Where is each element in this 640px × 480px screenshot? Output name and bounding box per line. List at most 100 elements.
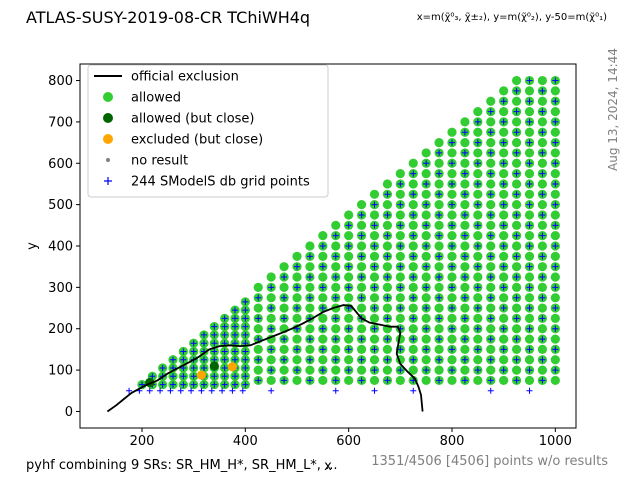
grid-point-marker xyxy=(229,387,236,394)
grid-point-marker xyxy=(232,348,238,355)
allowed-point xyxy=(486,303,496,313)
grid-point-marker xyxy=(461,191,468,198)
grid-point-marker xyxy=(513,211,520,218)
grid-point-marker xyxy=(397,346,404,353)
y-tick-label: 400 xyxy=(48,240,73,255)
grid-point-marker xyxy=(239,387,246,394)
allowed-point xyxy=(550,148,560,158)
grid-point-marker xyxy=(526,160,533,167)
allowed-point xyxy=(292,355,302,365)
allowed-point xyxy=(253,282,263,292)
grid-point-marker xyxy=(397,201,404,208)
grid-point-marker xyxy=(221,323,228,330)
allowed-point xyxy=(318,272,328,282)
allowed-point xyxy=(369,272,380,282)
legend-label: no result xyxy=(131,154,188,169)
legend: official exclusion allowed allowed (but cl… xyxy=(87,64,329,198)
allowed-point xyxy=(369,355,380,365)
allowed-point xyxy=(434,220,444,230)
allowed-point xyxy=(537,179,548,189)
grid-point-marker xyxy=(449,160,455,167)
grid-point-marker xyxy=(474,367,481,374)
grid-point-marker xyxy=(539,129,546,136)
allowed-point xyxy=(537,303,548,313)
allowed-point xyxy=(511,137,522,148)
allowed-point xyxy=(434,303,444,313)
grid-point-marker xyxy=(211,323,218,330)
allowed-point xyxy=(537,200,548,210)
grid-point-marker xyxy=(294,367,300,374)
x-tick-label: 600 xyxy=(336,434,361,449)
excluded-close-point xyxy=(196,370,207,380)
legend-plus-symbol xyxy=(104,177,112,185)
grid-point-marker xyxy=(232,373,238,380)
grid-point-marker xyxy=(159,381,166,388)
y-tick-label: 500 xyxy=(48,198,73,213)
grid-point-marker xyxy=(436,149,443,156)
allowed-point xyxy=(292,272,302,282)
allowed-point xyxy=(318,355,328,365)
y-tick-label: 800 xyxy=(48,74,73,89)
grid-point-marker xyxy=(423,180,430,187)
grid-point-marker xyxy=(358,274,365,281)
allowed-point xyxy=(499,127,509,137)
grid-point-marker xyxy=(281,336,288,343)
allowed-point xyxy=(511,117,522,127)
allowed-point xyxy=(511,96,522,106)
grid-point-marker xyxy=(552,263,559,270)
allowed-point xyxy=(486,158,496,168)
grid-point-marker xyxy=(539,336,546,343)
allowed-point xyxy=(524,169,535,179)
allowed-point xyxy=(499,148,509,158)
grid-point-marker xyxy=(306,336,313,343)
grid-point-marker xyxy=(500,201,507,208)
grid-point-marker xyxy=(232,381,238,388)
y-tick-label: 600 xyxy=(48,157,73,172)
allowed-point xyxy=(344,231,354,241)
allowed-point xyxy=(524,106,535,117)
grid-point-marker xyxy=(474,160,481,167)
allowed-point xyxy=(421,293,431,303)
grid-point-marker xyxy=(487,356,494,363)
allowed-point xyxy=(305,241,315,251)
allowed-point xyxy=(511,75,522,86)
grid-point-marker xyxy=(487,211,494,218)
grid-point-marker xyxy=(306,356,313,363)
allowed-point xyxy=(511,179,522,189)
allowed-point xyxy=(305,262,315,272)
grid-point-marker xyxy=(371,201,378,208)
grid-point-marker xyxy=(449,284,455,291)
grid-point-marker xyxy=(358,336,365,343)
allowed-point xyxy=(356,303,367,313)
grid-point-marker xyxy=(526,118,533,125)
grid-point-marker xyxy=(332,253,339,260)
grid-point-marker xyxy=(190,365,197,372)
allowed-point xyxy=(460,117,470,127)
allowed-point xyxy=(382,220,393,230)
allowed-point xyxy=(266,293,276,303)
grid-point-marker xyxy=(487,170,494,177)
combination-note: pyhf combining 9 SRs: SR_HM_H*, SR_HM_L*… xyxy=(26,458,338,473)
allowed-point xyxy=(292,375,302,386)
allowed-point xyxy=(473,313,483,323)
allowed-point xyxy=(486,365,496,375)
grid-point-marker xyxy=(190,348,197,355)
grid-point-marker xyxy=(255,377,262,384)
allowed-point xyxy=(356,200,367,210)
allowed-point xyxy=(434,324,444,334)
allowed-point xyxy=(550,86,560,96)
grid-point-marker xyxy=(306,294,313,301)
allowed-point xyxy=(305,344,315,355)
grid-point-marker xyxy=(242,298,249,305)
allowed-point xyxy=(447,169,457,179)
grid-point-marker xyxy=(242,356,249,363)
grid-point-marker xyxy=(306,274,313,281)
grid-point-marker xyxy=(332,377,339,384)
allowed-point xyxy=(524,210,535,220)
allowed-point xyxy=(408,200,418,210)
grid-point-marker xyxy=(208,387,215,394)
grid-point-marker xyxy=(384,211,391,218)
grid-point-marker xyxy=(384,315,391,322)
grid-point-marker xyxy=(500,118,507,125)
